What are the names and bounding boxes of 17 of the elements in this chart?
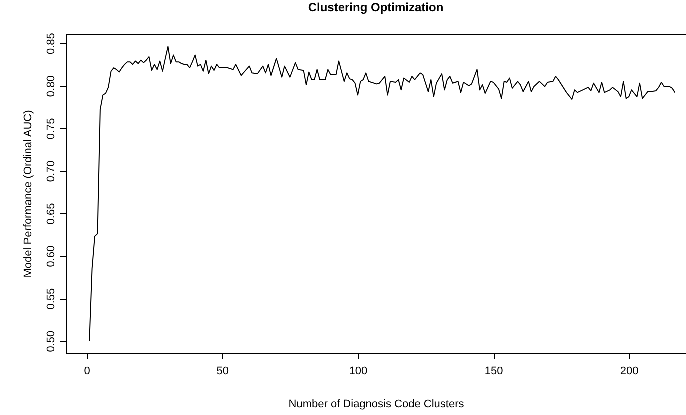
y-tick-label: 0.60: [46, 246, 58, 268]
x-axis-title: Number of Diagnosis Code Clusters: [288, 398, 465, 410]
y-tick-label: 0.55: [46, 288, 58, 310]
y-tick-label: 0.70: [46, 160, 58, 182]
x-tick-label: 0: [84, 366, 90, 378]
x-tick-label: 150: [484, 366, 504, 378]
y-tick-label: 0.80: [46, 76, 58, 98]
y-axis-title: Model Performance (Ordinal AUC): [22, 110, 34, 278]
chart-title: Clustering Optimization: [308, 0, 444, 15]
y-tick-label: 0.75: [46, 118, 58, 140]
y-tick-label: 0.85: [46, 33, 58, 55]
line-series: [89, 46, 676, 342]
y-tick-label: 0.50: [46, 330, 58, 352]
x-tick-label: 50: [216, 366, 230, 378]
y-tick-label: 0.65: [46, 203, 58, 225]
x-tick-label: 100: [349, 366, 368, 378]
x-tick-label: 200: [620, 366, 639, 378]
